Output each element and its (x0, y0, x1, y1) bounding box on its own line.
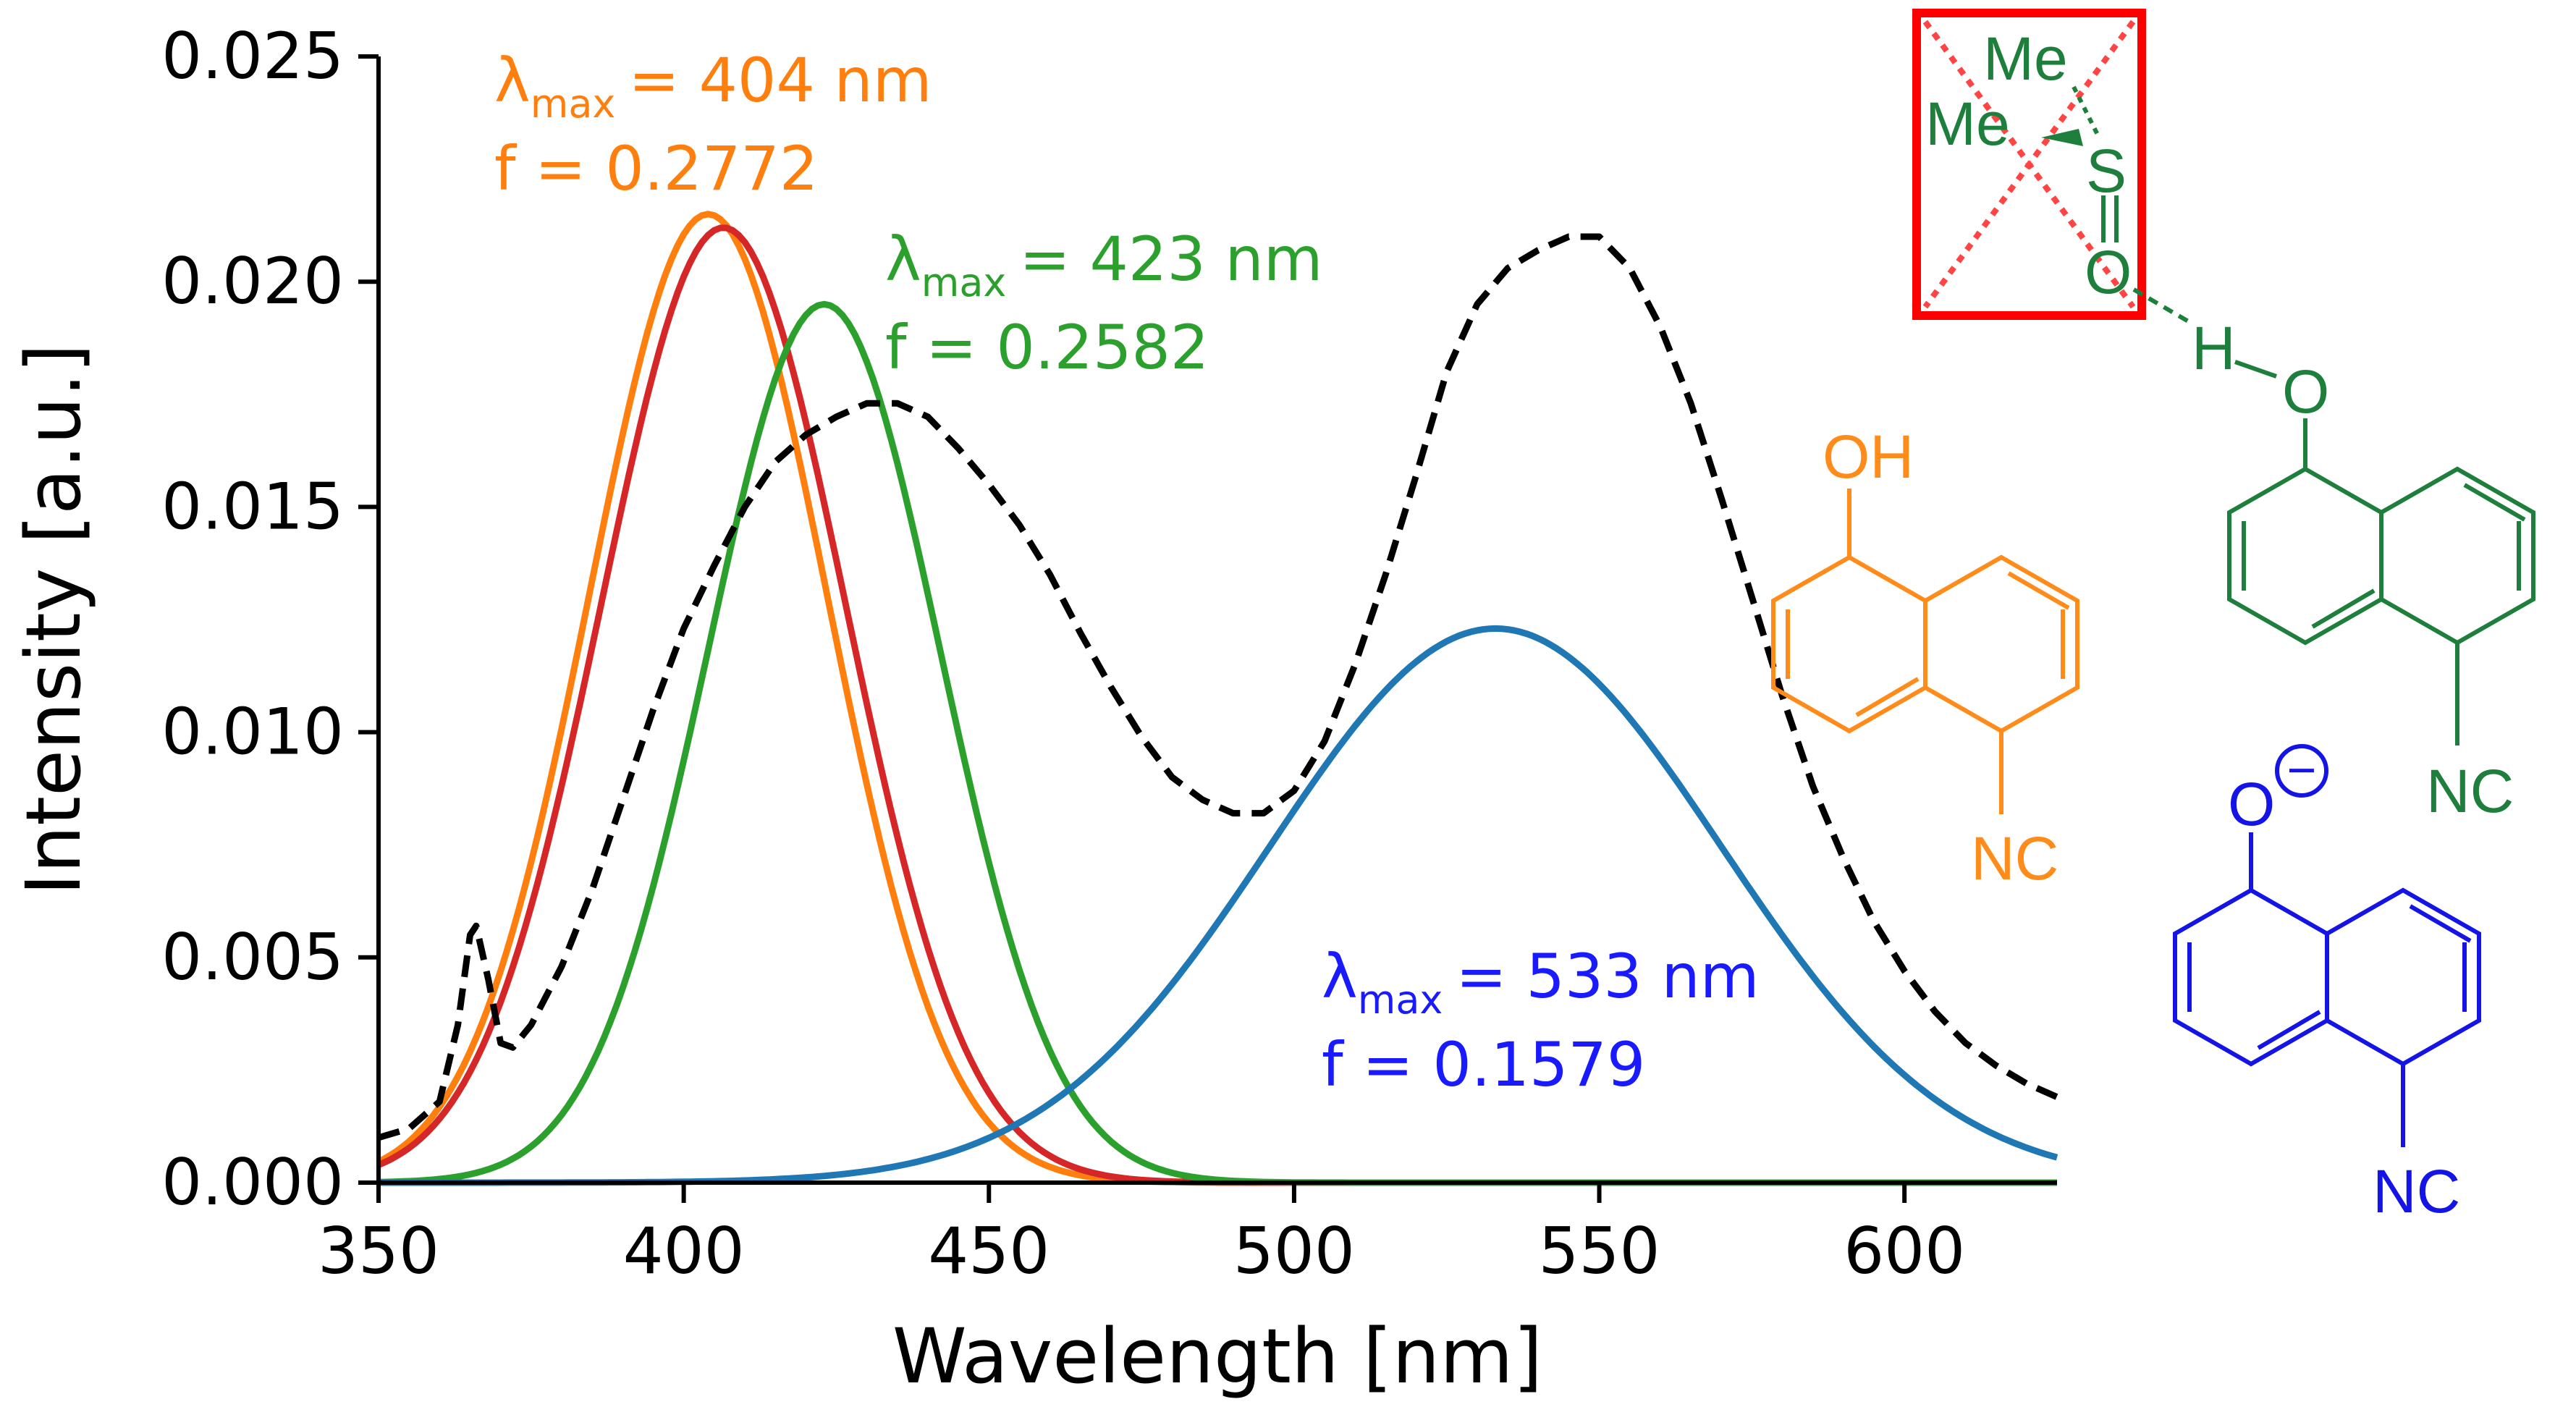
oscillator-strength: f = 0.2772 (494, 133, 818, 204)
lambda-subscript: max (1358, 977, 1443, 1023)
isocyanide-label: NC (1971, 824, 2058, 892)
negative-charge-circle (2275, 744, 2328, 798)
x-tick-label: 400 (623, 1214, 745, 1288)
wedge-bond (2041, 129, 2083, 146)
series-line-computed-green (378, 300, 2057, 1186)
annotation-orange: λmax = 404 nm f = 0.2772 (494, 45, 932, 204)
lambda-value: = 423 nm (1019, 224, 1322, 295)
sulfur-label: S (2086, 137, 2127, 205)
svg-text:λmax= 533 nm: λmax = 533 nm (1322, 941, 1760, 1023)
y-tick-label: 0.020 (161, 244, 344, 318)
y-ticks: 0.000 0.005 0.010 0.015 0.020 0.025 (161, 19, 379, 1220)
oscillator-strength: f = 0.2582 (885, 312, 1209, 383)
lambda-value: = 404 nm (628, 45, 932, 116)
neutral-naphthol-structure: OH NC (1771, 423, 2079, 892)
y-tick-label: 0.025 (161, 19, 344, 93)
y-tick-label: 0.000 (161, 1145, 344, 1220)
spectrum-curves (376, 211, 2058, 1186)
hydrogen-bond (2132, 287, 2191, 324)
hydroxyl-label: OH (1823, 423, 1914, 491)
me-left-label: Me (1925, 90, 2010, 158)
axes: 350 400 450 500 550 600 0.0000.0050.0100.0150… (161, 19, 2057, 1288)
x-tick-label: 500 (1233, 1214, 1355, 1288)
oscillator-strength: f = 0.1579 (1322, 1029, 1645, 1100)
y-tick-label: 0.015 (161, 469, 344, 544)
lambda-value: = 533 nm (1456, 941, 1759, 1012)
phenol-oxygen-label: O (2282, 358, 2329, 426)
x-tick-label: 550 (1539, 1214, 1660, 1288)
isocyanide-label: NC (2426, 757, 2514, 825)
naphtholate-anion-structure: − O NC (2173, 742, 2481, 1225)
x-axis-label: Wavelength [nm] (892, 1312, 1542, 1400)
x-tick-label: 600 (1844, 1214, 1965, 1288)
series-line-computed-blue (379, 625, 2058, 1186)
series-line-computed-orange (376, 211, 2057, 1186)
svg-text:λmax= 404 nm: λmax = 404 nm (494, 45, 932, 127)
series-line-experimental (377, 233, 2058, 1141)
hashed-bond (2072, 85, 2101, 139)
charge-label: − (2287, 742, 2317, 798)
me-top-label: Me (1983, 25, 2068, 93)
annotation-green: λmax = 423 nm f = 0.2582 (885, 224, 1323, 383)
lambda-symbol: λ (494, 45, 531, 116)
oxygen-label: O (2228, 770, 2275, 838)
lambda-subscript: max (921, 260, 1007, 305)
y-tick-label: 0.010 (161, 695, 344, 769)
isocyanide-label: NC (2373, 1157, 2460, 1225)
lambda-symbol: λ (885, 224, 921, 295)
svg-text:λmax= 423 nm: λmax = 423 nm (885, 224, 1323, 305)
y-axis-label: Intensity [a.u.] (9, 344, 98, 896)
crossed-dmso-box (1912, 9, 2146, 320)
lambda-symbol: λ (1322, 941, 1358, 1012)
annotation-blue: λmax = 533 nm f = 0.1579 (1322, 941, 1760, 1100)
hydrogen-label: H (2192, 314, 2236, 382)
x-tick-label: 350 (318, 1214, 439, 1288)
x-tick-label: 450 (928, 1214, 1050, 1288)
y-tick-label: 0.005 (161, 920, 344, 994)
x-ticks: 350 400 450 500 550 600 (318, 1183, 1965, 1288)
dmso-complex-structure: Me Me S O H O NC (1912, 9, 2535, 825)
oxygen-label: O (2085, 238, 2132, 306)
lambda-subscript: max (531, 81, 616, 127)
